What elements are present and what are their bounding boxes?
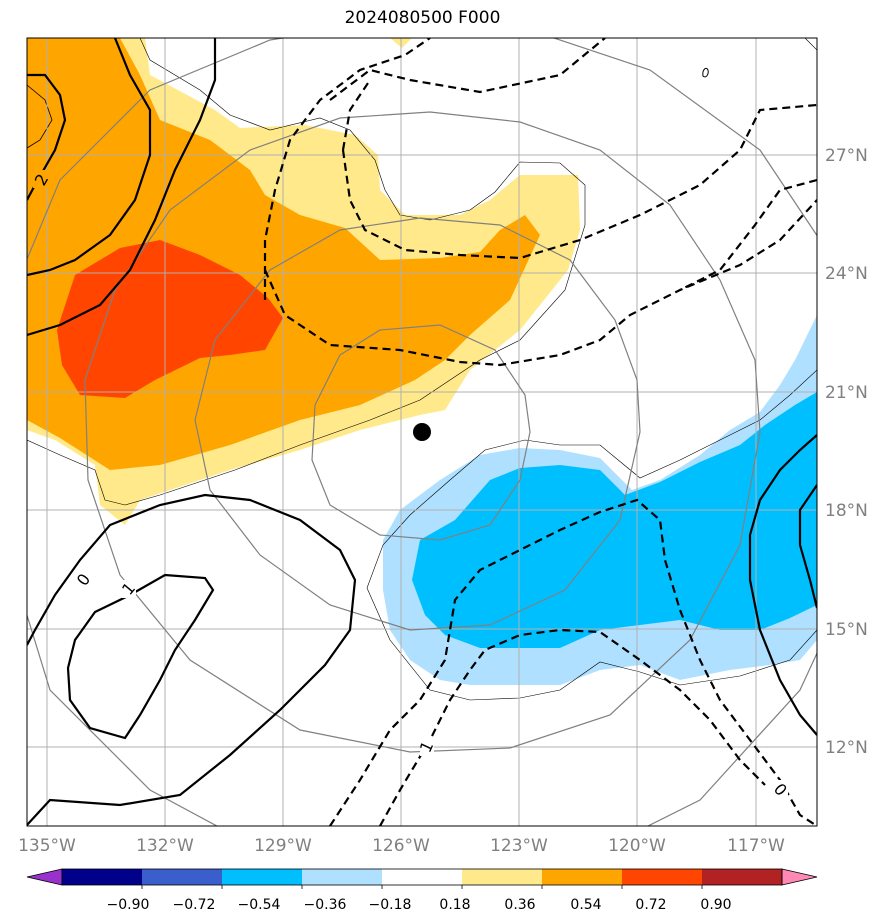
thin-contour-left-loop [27, 84, 53, 149]
colorbar-segment [142, 869, 223, 885]
lon-label-135w: 135°W [18, 836, 76, 856]
contour-labels: 2 0 1 1 0 0 [31, 170, 791, 800]
thin-contour-negative [366, 369, 817, 589]
colorbar-segment [702, 869, 783, 885]
range-ring-1 [311, 324, 531, 541]
colorbar-tick: −0.36 [304, 897, 347, 913]
contour-dashed-5 [341, 79, 371, 151]
lat-label-21n: 21°N [825, 383, 868, 403]
colorbar-segment [622, 869, 703, 885]
longitude-labels: 135°W 132°W 129°W 126°W 123°W 120°W 117°… [18, 836, 785, 856]
lon-label-129w: 129°W [254, 836, 312, 856]
lon-label-126w: 126°W [372, 836, 430, 856]
colorbar-segment [302, 869, 383, 885]
map-title: 2024080500 F000 [344, 8, 501, 28]
contour-solid-2b [27, 38, 152, 277]
contour-dashed-1 [263, 38, 431, 300]
contour-dashed-6 [679, 178, 817, 291]
latitude-labels: 27°N 24°N 21°N 18°N 15°N 12°N [825, 146, 868, 758]
lat-label-12n: 12°N [825, 738, 868, 758]
lat-label-18n: 18°N [825, 501, 868, 521]
contour-solid-2 [27, 38, 217, 337]
colorbar-frame [61, 868, 783, 886]
colorbar-tick: 0.72 [635, 897, 666, 913]
thin-contour-negative-bottom [366, 587, 817, 701]
colorbar-segment [62, 869, 143, 885]
lon-label-123w: 123°W [490, 836, 548, 856]
dashed-contours [263, 38, 817, 826]
anomaly-fill-positive-strong [57, 240, 283, 398]
contour-solid-0-sw [27, 493, 357, 826]
lon-label-117w: 117°W [727, 836, 785, 856]
colorbar-tick: 0.90 [700, 897, 731, 913]
thin-contour-small-loop [702, 67, 709, 78]
colorbar-tick: 0.54 [570, 897, 601, 913]
colorbar-segment [542, 869, 623, 885]
solid-contours [27, 38, 817, 826]
contour-dashed-8 [379, 628, 766, 826]
lat-label-24n: 24°N [825, 264, 868, 284]
lon-label-132w: 132°W [136, 836, 194, 856]
colorbar-tick-labels: −0.90 −0.72 −0.54 −0.36 −0.18 0.18 0.36 … [107, 897, 732, 913]
colorbar-tick: 0.36 [504, 897, 535, 913]
thin-contour-positive [27, 38, 586, 506]
range-ring-3 [84, 111, 761, 753]
range-ring-4 [27, 38, 817, 826]
range-ring-2 [194, 217, 641, 631]
contour-solid-1-sw [66, 573, 215, 740]
thin-contour-top-right [804, 38, 817, 51]
colorbar-tick: −0.72 [173, 897, 216, 913]
lat-label-27n: 27°N [825, 146, 868, 166]
colorbar-tick: 0.18 [439, 897, 470, 913]
lat-label-15n: 15°N [825, 620, 868, 640]
colorbar-extend-low [26, 868, 63, 886]
contour-dashed-3 [329, 38, 606, 101]
map-frame [26, 37, 818, 827]
contour-dashed-4 [341, 103, 817, 260]
lon-label-120w: 120°W [608, 836, 666, 856]
colorbar-tick: −0.90 [107, 897, 150, 913]
contour-solid-0-se [798, 484, 817, 609]
colorbar-tick: −0.54 [238, 897, 281, 913]
colorbar-extend-high [781, 868, 818, 886]
storm-center-marker [413, 423, 431, 441]
colorbar-segment [382, 869, 463, 885]
colorbar-tick: −0.18 [369, 897, 412, 913]
contour-solid-se-2 [748, 434, 817, 736]
range-rings [27, 38, 817, 826]
contour-dashed-7 [329, 498, 817, 826]
colorbar-segment [462, 869, 543, 885]
anomaly-fill-negative-moderate [412, 392, 817, 648]
colorbar-segment [222, 869, 303, 885]
map-plot-area: 2 0 1 1 0 0 [27, 38, 817, 826]
contour-dashed-2 [263, 199, 817, 367]
colorbar [26, 868, 818, 889]
